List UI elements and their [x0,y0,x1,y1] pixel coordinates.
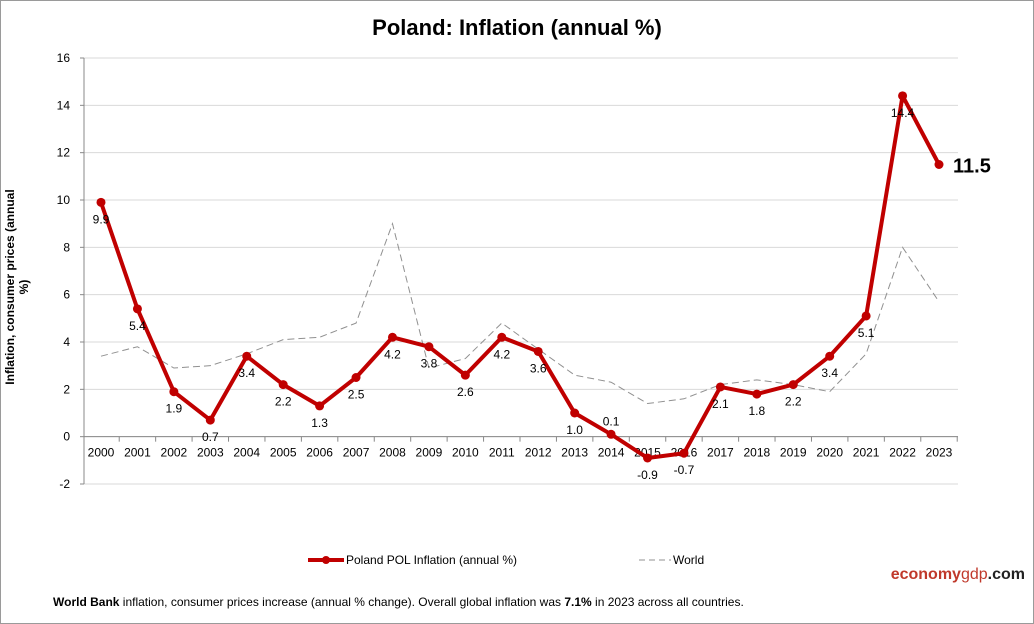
poland-point [570,408,580,418]
y-tick-label: 10 [57,193,71,207]
y-tick-label: 2 [63,382,70,396]
poland-point [679,448,689,458]
poland-point [132,304,142,314]
y-tick-label: 14 [57,98,71,112]
poland-point [606,429,616,439]
y-tick-label: 12 [57,146,71,160]
poland-point [898,91,908,101]
y-tick-label: 0 [63,430,70,444]
data-label: 2.2 [275,395,292,409]
x-tick-label: 2001 [124,446,151,460]
data-label: 1.3 [311,416,328,430]
y-tick-label: 4 [63,335,70,349]
y-axis-label: Inflation, consumer prices (annual %) [3,189,31,385]
x-tick-label: 2021 [853,446,880,460]
y-tick-label: 8 [63,240,70,254]
poland-point [96,197,106,207]
x-tick-label: 2005 [270,446,297,460]
data-label: 2.2 [785,395,802,409]
x-tick-label: 2020 [816,446,843,460]
x-tick-label: 2003 [197,446,224,460]
poland-point [497,332,507,342]
world-line [100,221,940,405]
x-tick-label: 2000 [88,446,115,460]
x-tick-label: 2006 [306,446,333,460]
legend: Poland POL Inflation (annual %) World [306,553,824,567]
data-label: 2.6 [457,385,474,399]
data-label: 9.9 [93,212,110,226]
poland-point [934,160,944,169]
data-label: -0.9 [637,468,658,482]
poland-point [169,387,179,397]
x-tick-label: 2004 [233,446,260,460]
x-tick-label: 2009 [416,446,443,460]
data-label: 5.4 [129,319,146,333]
footer-note: World Bank inflation, consumer prices in… [53,595,744,609]
poland-point [533,346,543,356]
legend-item-poland: Poland POL Inflation (annual %) [306,553,517,567]
chart-title: Poland: Inflation (annual %) [372,15,662,40]
data-label: 5.1 [858,326,875,340]
poland-point [752,389,762,399]
data-label: 4.2 [384,347,401,361]
y-tick-label: 16 [57,51,71,65]
poland-point [205,415,215,425]
poland-point [788,380,798,390]
poland-point [387,332,397,342]
poland-point [351,373,361,382]
legend-swatch-poland [308,556,344,564]
poland-line [99,93,941,460]
data-label: 1.0 [566,423,583,437]
data-label: 14.4 [891,106,915,120]
poland-point [715,382,725,392]
poland-point [424,342,434,352]
x-tick-label: 2008 [379,446,406,460]
line-chart: -2 0 2 4 6 8 10 12 14 16 2000 2001 2002 2003 2004 2005 2… [57,51,991,491]
poland-point [315,401,325,411]
x-tick-label: 2012 [525,446,552,460]
data-label: 0.7 [202,430,219,444]
data-label: 1.9 [166,402,183,416]
poland-point [460,370,470,380]
x-tick-label: 2018 [743,446,770,460]
poland-point [278,380,288,390]
y-tick-label: 6 [63,288,70,302]
x-tick-label: 2013 [561,446,588,460]
x-tick-label: 2007 [343,446,370,460]
poland-point [861,311,871,321]
data-label: 3.6 [530,361,547,375]
y-tick-label: -2 [59,477,70,491]
legend-item-world: World [637,553,704,567]
data-label: 4.2 [493,347,510,361]
legend-label-world: World [673,553,705,567]
x-tick-label: 2014 [598,446,625,460]
data-label: 2.1 [712,397,729,411]
data-label: -0.7 [674,463,695,477]
data-label: 11.5 [953,156,991,178]
legend-swatch-world [639,559,671,561]
data-label: 2.5 [348,388,365,402]
data-label: 3.4 [238,366,255,380]
poland-point [825,351,835,361]
legend-label-poland: Poland POL Inflation (annual %) [346,553,517,567]
data-label: 3.8 [421,357,438,371]
poland-point [643,453,653,463]
x-tick-label: 2011 [489,446,515,460]
x-tick-label: 2019 [780,446,807,460]
x-tick-label: 2022 [889,446,916,460]
data-label: 3.4 [821,366,838,380]
x-tick-label: 2002 [161,446,188,460]
x-tick-label: 2017 [707,446,734,460]
brand-logo[interactable]: economygdp.com [890,566,1025,583]
x-tick-label: 2023 [926,446,953,460]
poland-point [242,351,252,361]
data-label: 0.1 [603,414,620,428]
data-label: 1.8 [748,404,765,418]
x-tick-label: 2010 [452,446,479,460]
